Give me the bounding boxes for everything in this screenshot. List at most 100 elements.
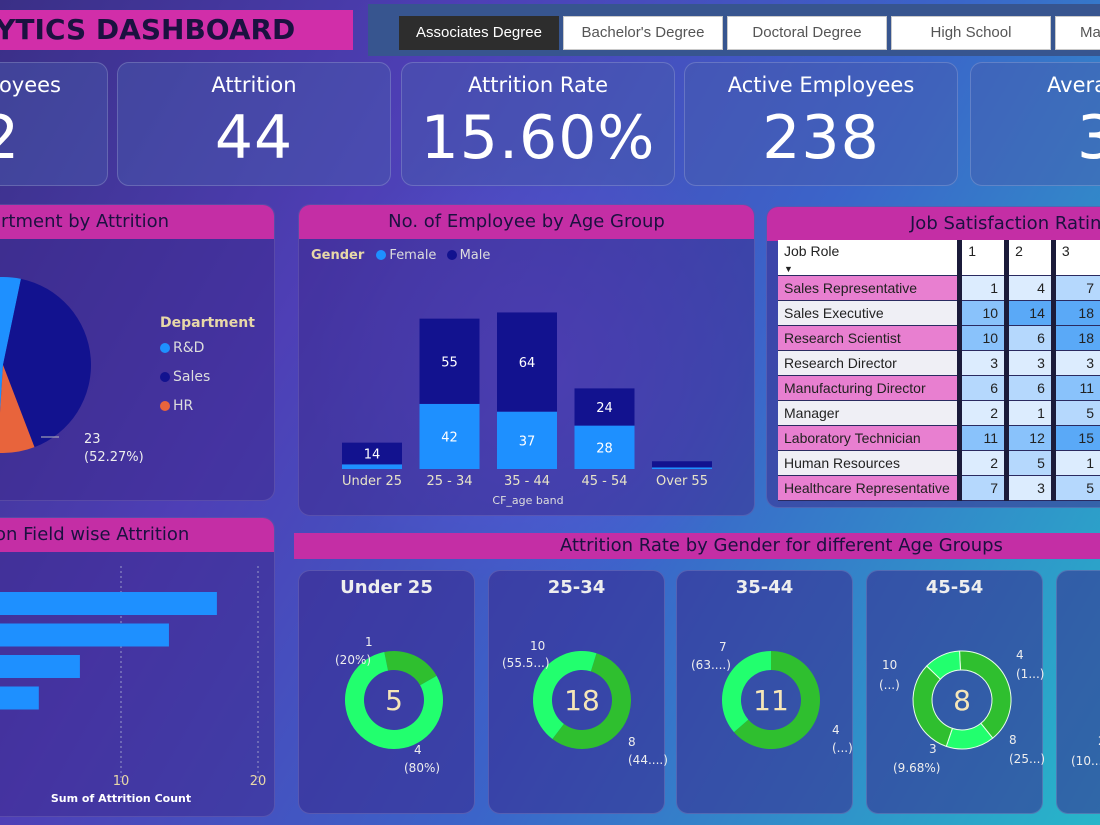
legend-title: Department (160, 315, 255, 331)
cell-value: 15 (1050, 425, 1100, 451)
table-row[interactable]: Sales Representative 1 4 7 (778, 275, 1100, 301)
bar-data-label: 42 (441, 430, 458, 445)
cell-value: 2 (957, 450, 1007, 476)
legend-swatch (160, 343, 170, 353)
table-row[interactable]: Manufacturing Director 6 6 11 (778, 375, 1100, 401)
legend-swatch (160, 401, 170, 411)
kpi-active-employees: Active Employees 238 (684, 62, 958, 186)
cell-job-role: Sales Representative (778, 275, 960, 301)
pie-slice-hr[interactable] (0, 365, 35, 453)
tab-associates-degree[interactable]: Associates Degree (399, 16, 559, 50)
cell-value: 12 (1004, 425, 1054, 451)
table-row[interactable]: Healthcare Representative 7 3 5 (778, 475, 1100, 501)
legend-item-rnd[interactable]: R&D (160, 340, 204, 356)
cell-value: 5 (1004, 450, 1054, 476)
cell-job-role: Healthcare Representative (778, 475, 960, 501)
panel-title: Attrition Rate by Gender for different A… (560, 535, 1003, 556)
column-header-1[interactable]: 1 (957, 240, 1007, 276)
education-field-panel: on Field wise Attrition 10 20 Sum of Att… (0, 517, 275, 817)
bar-data-label: 24 (596, 401, 613, 416)
cell-value: 6 (1004, 325, 1054, 351)
cell-value: 6 (1004, 375, 1054, 401)
bar-male[interactable] (342, 442, 402, 465)
table-header-row: Job Role ▼ 1 2 3 (778, 240, 1100, 276)
bar-female[interactable] (574, 425, 635, 469)
donut-card: 35-44 (676, 570, 853, 814)
bar-education-field[interactable] (0, 592, 217, 615)
donut-title: 35-44 (735, 577, 794, 598)
bar-female[interactable] (497, 411, 557, 469)
bar-male[interactable] (419, 318, 480, 404)
cell-value: 7 (1050, 275, 1100, 301)
x-tick-label: 25 - 34 (426, 474, 472, 489)
bar-female[interactable] (419, 403, 480, 469)
cell-value: 5 (1050, 475, 1100, 501)
bar-female[interactable] (342, 464, 402, 469)
table-row[interactable]: Research Director 3 3 3 (778, 350, 1100, 376)
kpi-value: 15.60% (420, 103, 656, 173)
pie-slice-rd[interactable] (0, 277, 21, 453)
kpi-attrition-rate: Attrition Rate 15.60% (401, 62, 675, 186)
cell-value: 18 (1050, 300, 1100, 326)
bar-male[interactable] (574, 388, 635, 426)
donut-card: 45-54 (866, 570, 1043, 814)
cell-value: 1 (1004, 400, 1054, 426)
bar-male[interactable] (497, 312, 557, 412)
table-row[interactable]: Laboratory Technician 11 12 15 (778, 425, 1100, 451)
bar-education-field[interactable] (0, 623, 169, 647)
legend-item-sales[interactable]: Sales (160, 369, 210, 385)
kpi-attrition: Attrition 44 (117, 62, 391, 186)
gender-legend: Gender Female Male (311, 248, 490, 263)
bar-data-label: 14 (364, 448, 381, 463)
legend-item-male[interactable]: Male (446, 248, 491, 263)
kpi-label: oyees (0, 73, 61, 97)
cell-value: 3 (1004, 350, 1054, 376)
bar-female[interactable] (652, 467, 712, 469)
sort-desc-icon: ▼ (784, 264, 793, 274)
table-row[interactable]: Sales Executive 10 14 18 (778, 300, 1100, 326)
table-row[interactable]: Manager 2 1 5 (778, 400, 1100, 426)
cell-value: 4 (1004, 275, 1054, 301)
cell-value: 11 (957, 425, 1007, 451)
cell-job-role: Laboratory Technician (778, 425, 960, 451)
donut-card: 25-34 (488, 570, 665, 814)
slice-data-pct: (52.27%) (84, 450, 144, 465)
department-attrition-panel: rtment by Attrition 23 (52.27%) Departme… (0, 204, 275, 501)
donut-card (1056, 570, 1100, 814)
x-tick-label: Under 25 (342, 474, 402, 489)
cell-value: 1 (1050, 450, 1100, 476)
column-header-2[interactable]: 2 (1004, 240, 1054, 276)
panel-title: on Field wise Attrition (0, 518, 274, 552)
table-row[interactable]: Human Resources 2 5 1 (778, 450, 1100, 476)
legend-label: Male (459, 248, 491, 263)
kpi-value: 238 (762, 103, 880, 173)
table-row[interactable]: Research Scientist 10 6 18 (778, 325, 1100, 351)
cell-job-role: Research Director (778, 350, 960, 376)
x-axis-title: CF_age band (492, 494, 563, 507)
cell-value: 7 (957, 475, 1007, 501)
education-slicer: Associates Degree Bachelor's Degree Doct… (368, 4, 1100, 56)
tab-doctoral-degree[interactable]: Doctoral Degree (727, 16, 887, 50)
x-tick-label: 10 (113, 774, 130, 789)
legend-swatch (376, 250, 387, 260)
legend-item-female[interactable]: Female (376, 248, 436, 263)
cell-value: 10 (957, 300, 1007, 326)
kpi-value: 44 (214, 103, 294, 173)
tab-high-school[interactable]: High School (891, 16, 1051, 50)
bar-data-label: 37 (519, 434, 536, 449)
tab-masters-degree[interactable]: Ma (1055, 16, 1100, 50)
donut-title: 25-34 (547, 577, 606, 598)
panel-title: rtment by Attrition (0, 205, 274, 239)
kpi-value: 2 (0, 103, 107, 173)
slice-data-label: 23 (84, 432, 101, 447)
column-header-label: Job Role (784, 243, 840, 259)
pie-slice-sales[interactable] (3, 278, 91, 448)
bar-education-field[interactable] (0, 686, 39, 710)
column-header-3[interactable]: 3 (1050, 240, 1100, 276)
tab-bachelors-degree[interactable]: Bachelor's Degree (563, 16, 723, 50)
legend-item-hr[interactable]: HR (160, 398, 193, 414)
bar-education-field[interactable] (0, 655, 80, 678)
bar-male[interactable] (652, 461, 712, 468)
column-header-job-role[interactable]: Job Role ▼ (778, 240, 960, 276)
gender-attrition-header: Attrition Rate by Gender for different A… (294, 533, 1100, 559)
